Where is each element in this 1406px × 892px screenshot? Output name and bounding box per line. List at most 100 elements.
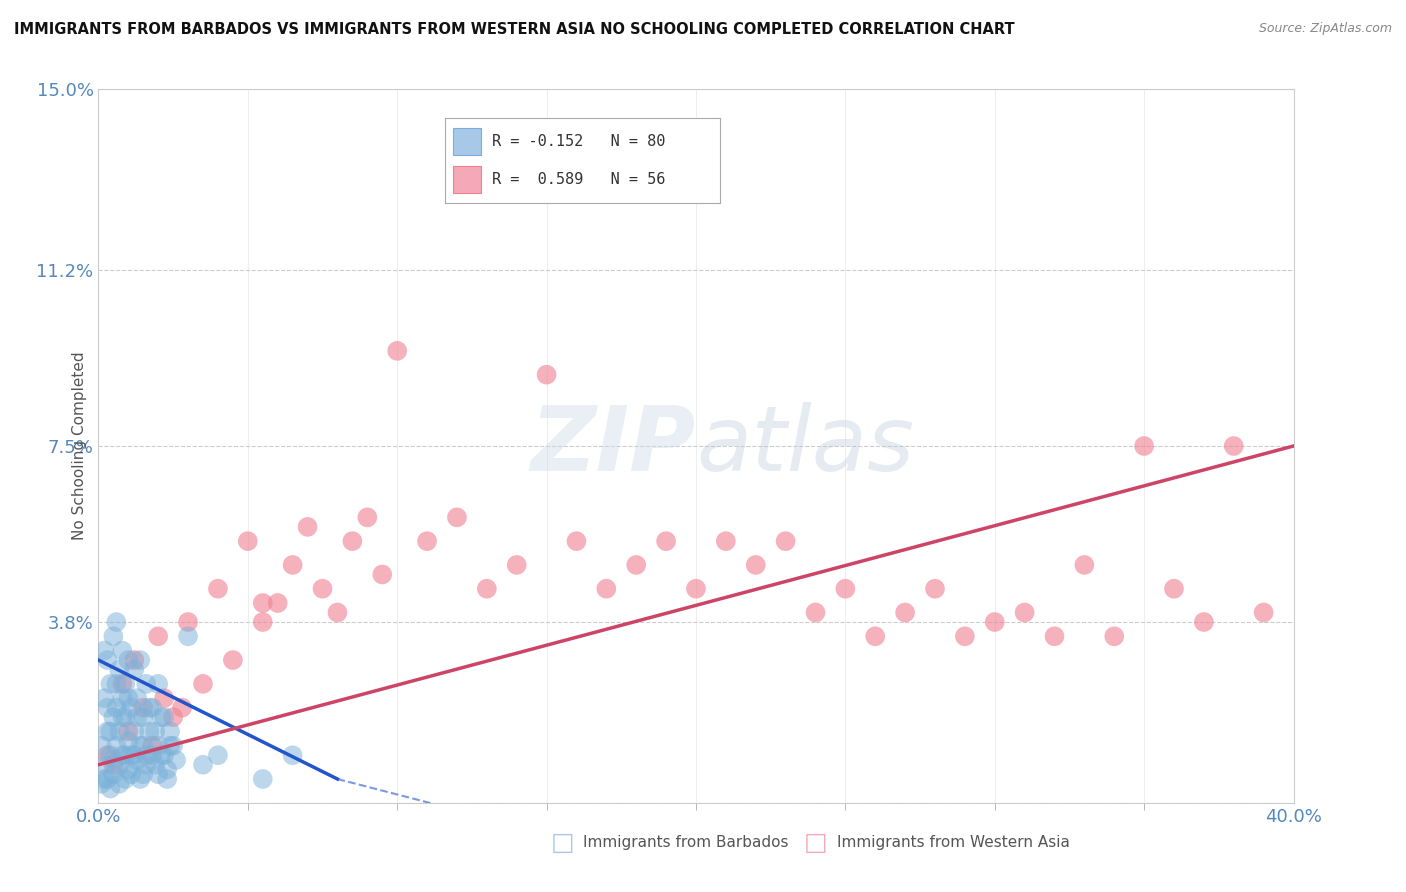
Point <box>141 748 163 763</box>
Point <box>745 558 768 572</box>
Point <box>1014 606 1036 620</box>
Point <box>132 700 155 714</box>
Point <box>1253 606 1275 620</box>
Point <box>148 739 170 753</box>
Point <box>111 643 134 657</box>
Point <box>153 748 176 763</box>
Point <box>135 757 157 772</box>
Point <box>1073 558 1095 572</box>
Point <box>108 663 131 677</box>
Point <box>446 510 468 524</box>
Point <box>93 691 115 706</box>
Point <box>93 643 115 657</box>
Point <box>191 677 214 691</box>
Point <box>120 767 142 781</box>
Point <box>103 753 125 767</box>
Point <box>141 739 163 753</box>
Text: atlas: atlas <box>696 402 914 490</box>
Point <box>267 596 290 610</box>
Point <box>124 653 146 667</box>
Point <box>120 700 142 714</box>
Point <box>834 582 856 596</box>
Point <box>191 757 214 772</box>
Point <box>111 710 134 724</box>
Point <box>156 763 179 777</box>
Point <box>124 724 146 739</box>
Point <box>135 748 157 763</box>
Text: Immigrants from Western Asia: Immigrants from Western Asia <box>837 836 1070 850</box>
Point <box>114 772 136 786</box>
Point <box>96 653 118 667</box>
Point <box>371 567 394 582</box>
Point <box>162 739 184 753</box>
Text: Immigrants from Barbados: Immigrants from Barbados <box>583 836 789 850</box>
Point <box>90 739 112 753</box>
Point <box>108 777 131 791</box>
Point <box>685 582 707 596</box>
Point <box>153 710 176 724</box>
Point <box>127 710 149 724</box>
Point <box>326 606 349 620</box>
Point <box>96 700 118 714</box>
Point <box>953 629 976 643</box>
Point <box>148 677 170 691</box>
Point <box>105 739 128 753</box>
Point <box>1192 615 1215 629</box>
Point <box>297 520 319 534</box>
Point <box>114 677 136 691</box>
Point <box>506 558 529 572</box>
Point <box>98 724 122 739</box>
Point <box>96 724 118 739</box>
Point <box>775 534 797 549</box>
Point <box>1043 629 1066 643</box>
Point <box>117 653 139 667</box>
Point <box>117 763 139 777</box>
Point <box>148 767 170 781</box>
Point <box>281 558 304 572</box>
Point <box>127 753 149 767</box>
Point <box>129 739 152 753</box>
Point <box>148 629 170 643</box>
Text: ZIP: ZIP <box>530 402 696 490</box>
Point <box>281 748 304 763</box>
Point <box>153 691 176 706</box>
Point <box>93 772 115 786</box>
Point <box>865 629 887 643</box>
Point <box>96 748 118 763</box>
Point <box>98 748 122 763</box>
Point <box>111 691 134 706</box>
Point <box>114 748 136 763</box>
Point <box>165 753 187 767</box>
Point <box>804 606 827 620</box>
Point <box>103 710 125 724</box>
Point <box>416 534 439 549</box>
Point <box>385 343 409 358</box>
Point <box>129 653 152 667</box>
Point <box>177 615 200 629</box>
Point <box>924 582 946 596</box>
Point <box>98 781 122 796</box>
Point <box>1133 439 1156 453</box>
Text: □: □ <box>804 831 827 855</box>
Point <box>132 710 155 724</box>
Point <box>108 757 131 772</box>
Text: Source: ZipAtlas.com: Source: ZipAtlas.com <box>1258 22 1392 36</box>
Point <box>138 700 160 714</box>
Point <box>1163 582 1185 596</box>
Point <box>124 663 146 677</box>
Point <box>222 653 245 667</box>
Point <box>93 757 115 772</box>
Point <box>595 582 617 596</box>
Point <box>207 582 229 596</box>
Y-axis label: No Schooling Completed: No Schooling Completed <box>72 351 87 541</box>
Point <box>162 710 184 724</box>
Text: □: □ <box>551 831 574 855</box>
Point <box>356 510 378 524</box>
Point <box>655 534 678 549</box>
Point <box>108 724 131 739</box>
Point <box>117 734 139 748</box>
Point <box>103 757 125 772</box>
Point <box>311 582 333 596</box>
Point <box>207 748 229 763</box>
Point <box>105 700 128 714</box>
